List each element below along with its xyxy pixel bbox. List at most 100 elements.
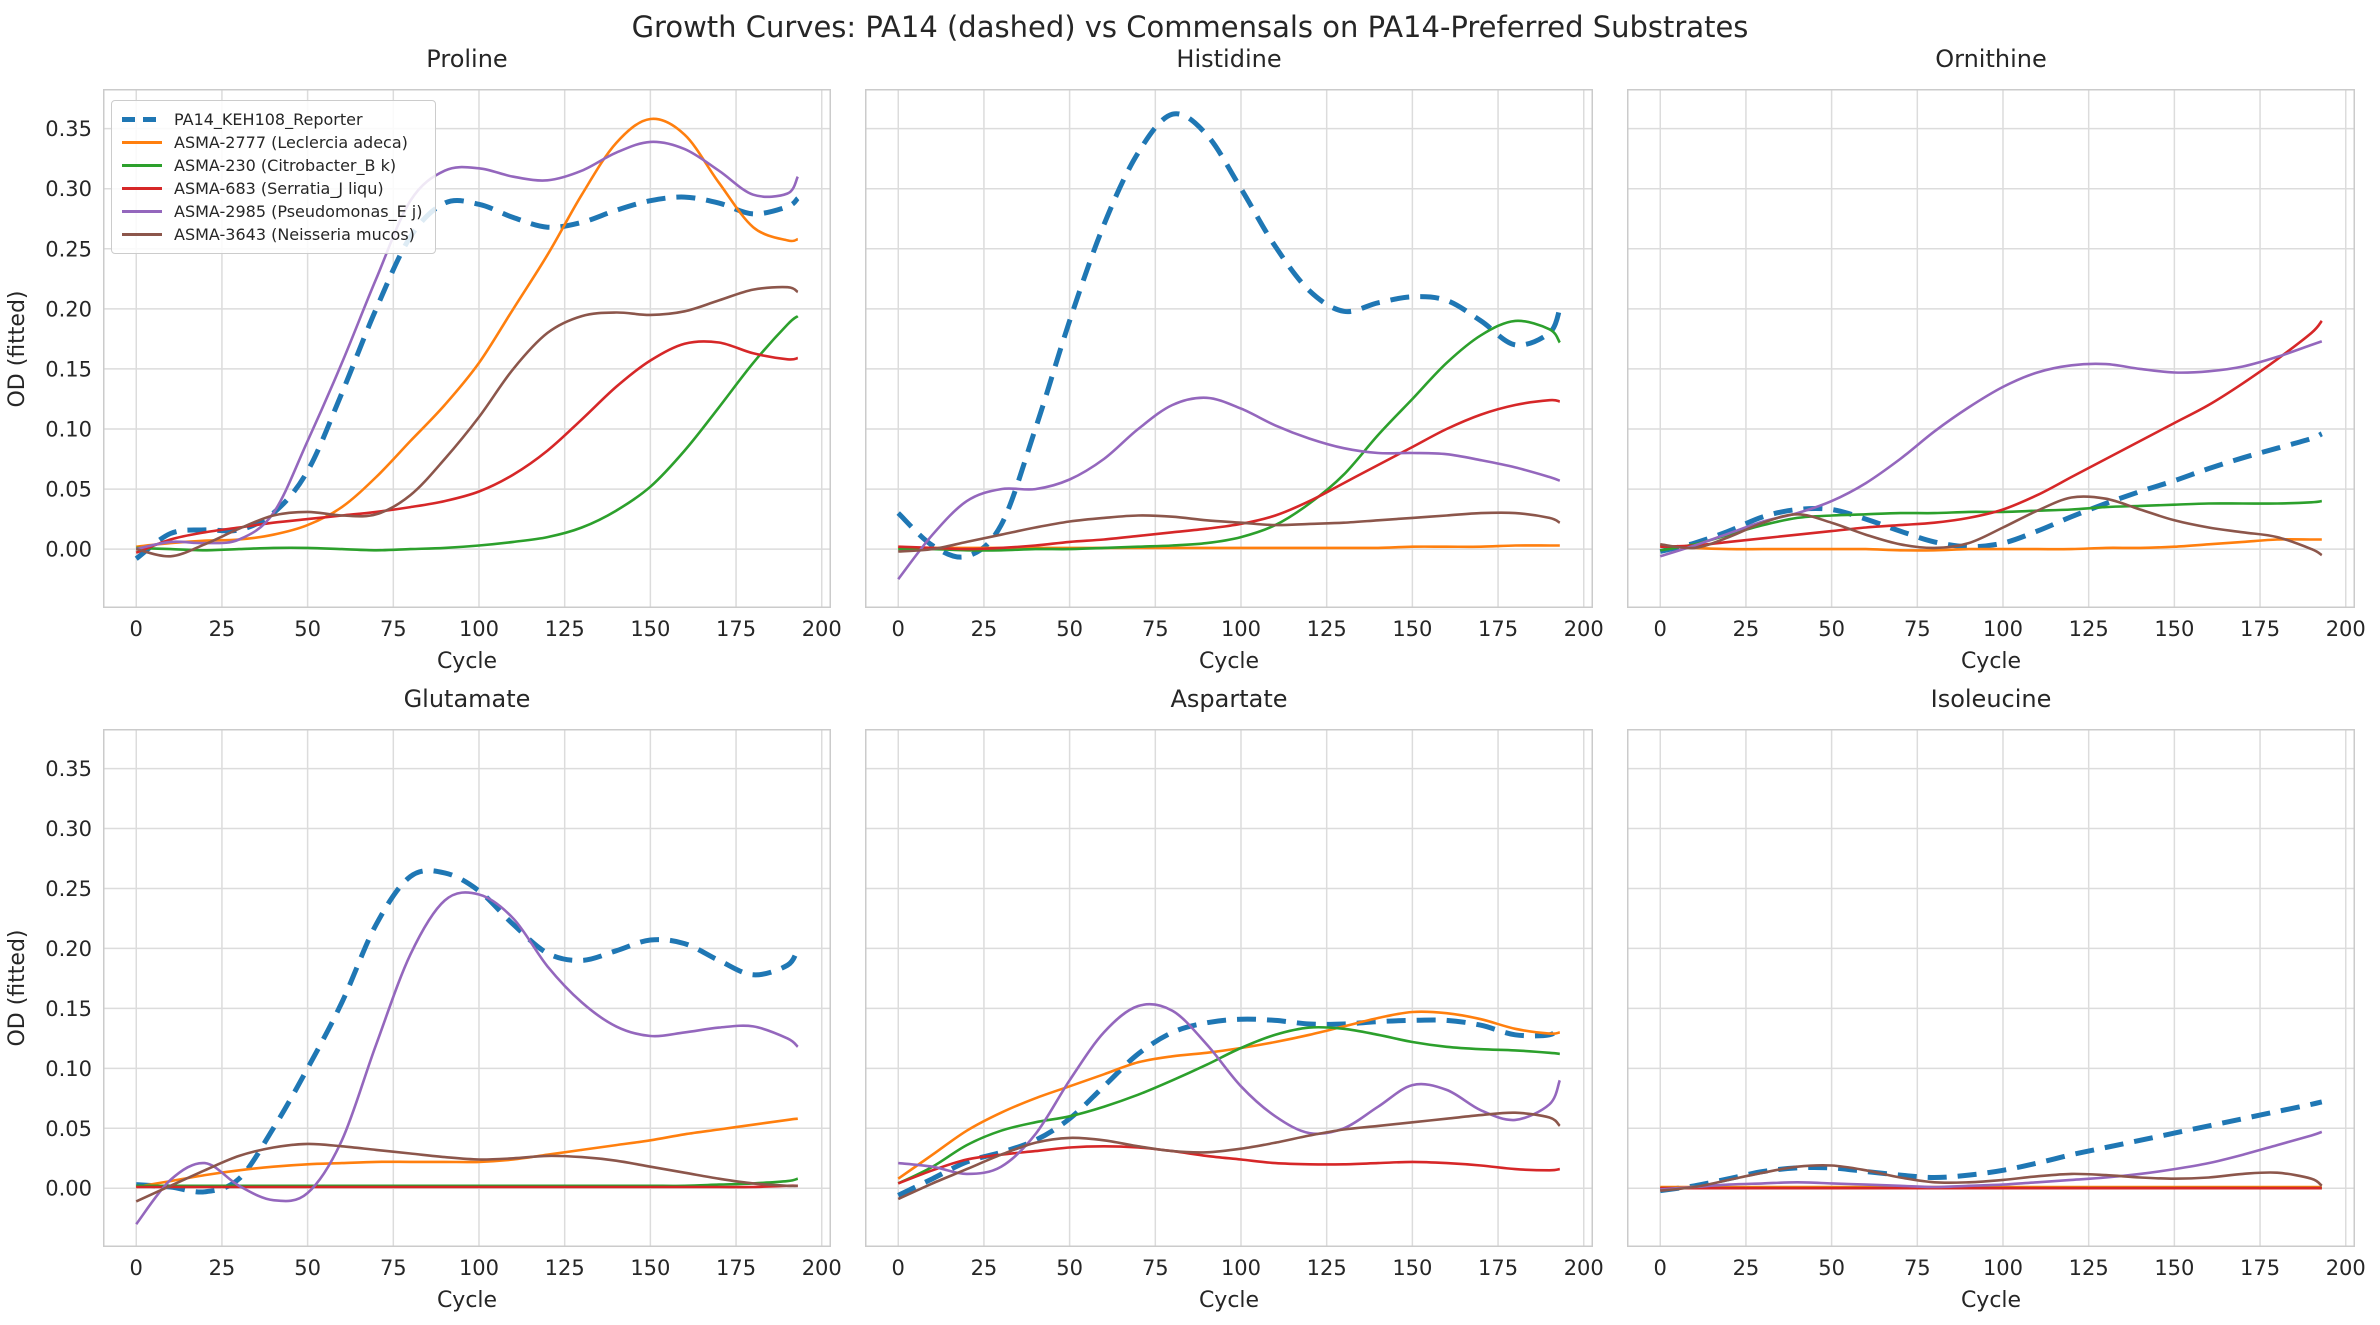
x-tick-label: 0 [130,617,143,641]
subplot-aspartate: Aspartate 0 25 50 75 100 125 150 175 200 Cycle [865,685,1604,1313]
plot-area-aspartate: 0 25 50 75 100 125 150 175 200 [865,729,1604,1280]
y-tick-label: 0.15 [45,997,92,1021]
x-tick-label: 75 [380,1256,407,1280]
gridlines [865,89,1593,608]
series-line-ASMA-683 (Serratia_J liqu) [1660,320,2323,548]
series-line-ASMA-3643 (Neisseria mucos) [135,285,799,558]
x-axis-label: Cycle [1960,649,2022,674]
x-tick-label: 0 [130,1256,143,1280]
x-tick-label: 200 [2326,617,2366,641]
x-tick-labels: 0 25 50 75 100 125 150 175 200 [130,1256,842,1280]
plot-area-glutamate: 0 25 50 75 100 125 150 175 2000.000.050.100.150.… [45,729,842,1280]
legend-item: ASMA-683 (Serratia_J liqu) [122,177,423,200]
legend-line-pa14 [122,117,162,122]
axes-border [865,729,1593,1247]
axes-border [1627,729,2355,1247]
x-tick-label: 50 [1056,1256,1083,1280]
x-axis-label: Cycle [436,649,498,674]
legend-label: ASMA-2985 (Pseudomonas_E j) [174,202,423,221]
x-tick-label: 125 [545,617,585,641]
subplot-glutamate: Glutamate OD (fitted) 0 25 50 75 100 125 150 17… [5,685,842,1313]
x-tick-label: 25 [1733,617,1760,641]
x-tick-label: 175 [2240,617,2280,641]
legend: PA14_KEH108_Reporter ASMA-2777 (Leclerci… [111,100,436,254]
subplot-title-isoleucine: Isoleucine [1930,685,2052,713]
x-tick-label: 100 [459,1256,499,1280]
x-tick-label: 50 [1056,617,1083,641]
series-line-ASMA-230 (Citrobacter_B k) [898,319,1561,552]
y-tick-labels: 0.00 0.05 0.10 0.15 0.20 0.25 0.30 0.35 [45,117,92,561]
x-tick-label: 175 [2240,1256,2280,1280]
legend-label: ASMA-3643 (Neisseria mucos) [174,225,415,244]
y-axis-label: OD (fitted) [5,290,30,408]
series-line-ASMA-2777 (Leclercia adeca) [136,117,799,548]
x-tick-label: 200 [1564,1256,1604,1280]
y-tick-label: 0.35 [45,757,92,781]
x-tick-label: 100 [1983,1256,2023,1280]
x-tick-label: 175 [716,1256,756,1280]
series-line-ASMA-3643 (Neisseria mucos) [1660,1163,2323,1192]
x-tick-label: 0 [892,617,905,641]
x-tick-label: 150 [630,1256,670,1280]
x-tick-label: 25 [971,1256,998,1280]
subplot-isoleucine: Isoleucine 0 25 50 75 100 125 150 175 200 Cycle [1627,685,2366,1313]
series-lines [1659,1099,2323,1194]
axes-border [865,89,1593,608]
series-line-PA14_KEH108_Reporter [896,111,1563,560]
series-lines [897,1002,1562,1201]
subplot-title-glutamate: Glutamate [403,685,531,713]
gridlines [103,729,831,1247]
x-tick-label: 150 [1392,1256,1432,1280]
x-tick-label: 200 [802,1256,842,1280]
legend-line-asma2777 [122,141,162,144]
x-tick-label: 125 [1307,617,1347,641]
x-tick-label: 50 [1818,617,1845,641]
series-line-PA14_KEH108_Reporter [136,868,801,1195]
legend-label: ASMA-2777 (Leclercia adeca) [174,133,408,152]
series-line-ASMA-3643 (Neisseria mucos) [135,1142,798,1203]
legend-line-asma3643 [122,233,162,236]
plot-area-isoleucine: 0 25 50 75 100 125 150 175 200 [1627,729,2366,1280]
y-tick-label: 0.25 [45,877,92,901]
legend-item: ASMA-2985 (Pseudomonas_E j) [122,200,423,223]
x-tick-label: 50 [294,617,321,641]
axes-border [103,729,831,1247]
y-tick-label: 0.05 [45,1117,92,1141]
x-tick-label: 0 [1654,1256,1667,1280]
subplot-title-ornithine: Ornithine [1935,45,2047,73]
axes-border [103,89,831,608]
y-tick-label: 0.25 [45,237,92,261]
series-line-ASMA-230 (Citrobacter_B k) [1659,499,2322,552]
series-line-PA14_KEH108_Reporter [1659,1099,2323,1194]
series-line-ASMA-2985 (Pseudomonas_E j) [135,891,799,1226]
legend-label: ASMA-230 (Citrobacter_B k) [174,156,397,175]
legend-item: PA14_KEH108_Reporter [122,108,423,131]
x-tick-labels: 0 25 50 75 100 125 150 175 200 [892,1256,1604,1280]
x-tick-label: 25 [971,617,998,641]
legend-label: PA14_KEH108_Reporter [174,110,363,129]
x-tick-label: 100 [1221,1256,1261,1280]
subplot-ornithine: Ornithine 0 25 50 75 100 125 150 175 200 Cycle [1627,45,2366,674]
legend-label: ASMA-683 (Serratia_J liqu) [174,179,384,198]
series-line-ASMA-3643 (Neisseria mucos) [1660,495,2323,557]
legend-item: ASMA-3643 (Neisseria mucos) [122,223,423,246]
x-tick-label: 50 [1818,1256,1845,1280]
series-line-ASMA-3643 (Neisseria mucos) [898,511,1561,553]
legend-line-asma230 [122,164,162,167]
x-tick-labels: 0 25 50 75 100 125 150 175 200 [130,617,842,641]
x-tick-label: 150 [1392,617,1432,641]
y-axis-label: OD (fitted) [5,929,30,1047]
y-tick-label: 0.30 [45,177,92,201]
x-tick-label: 125 [2069,1256,2109,1280]
x-tick-label: 50 [294,1256,321,1280]
series-line-ASMA-230 (Citrobacter_B k) [136,315,799,552]
series-line-ASMA-3643 (Neisseria mucos) [897,1111,1561,1201]
series-line-ASMA-2985 (Pseudomonas_E j) [897,396,1561,581]
series-lines [135,868,801,1226]
subplot-proline: Proline OD (fitted) 0 25 50 75 100 125 150 175 2… [5,45,842,674]
x-tick-label: 75 [1142,1256,1169,1280]
x-tick-labels: 0 25 50 75 100 125 150 175 200 [1654,1256,2366,1280]
y-tick-label: 0.00 [45,538,92,562]
series-line-ASMA-230 (Citrobacter_B k) [897,1025,1560,1185]
